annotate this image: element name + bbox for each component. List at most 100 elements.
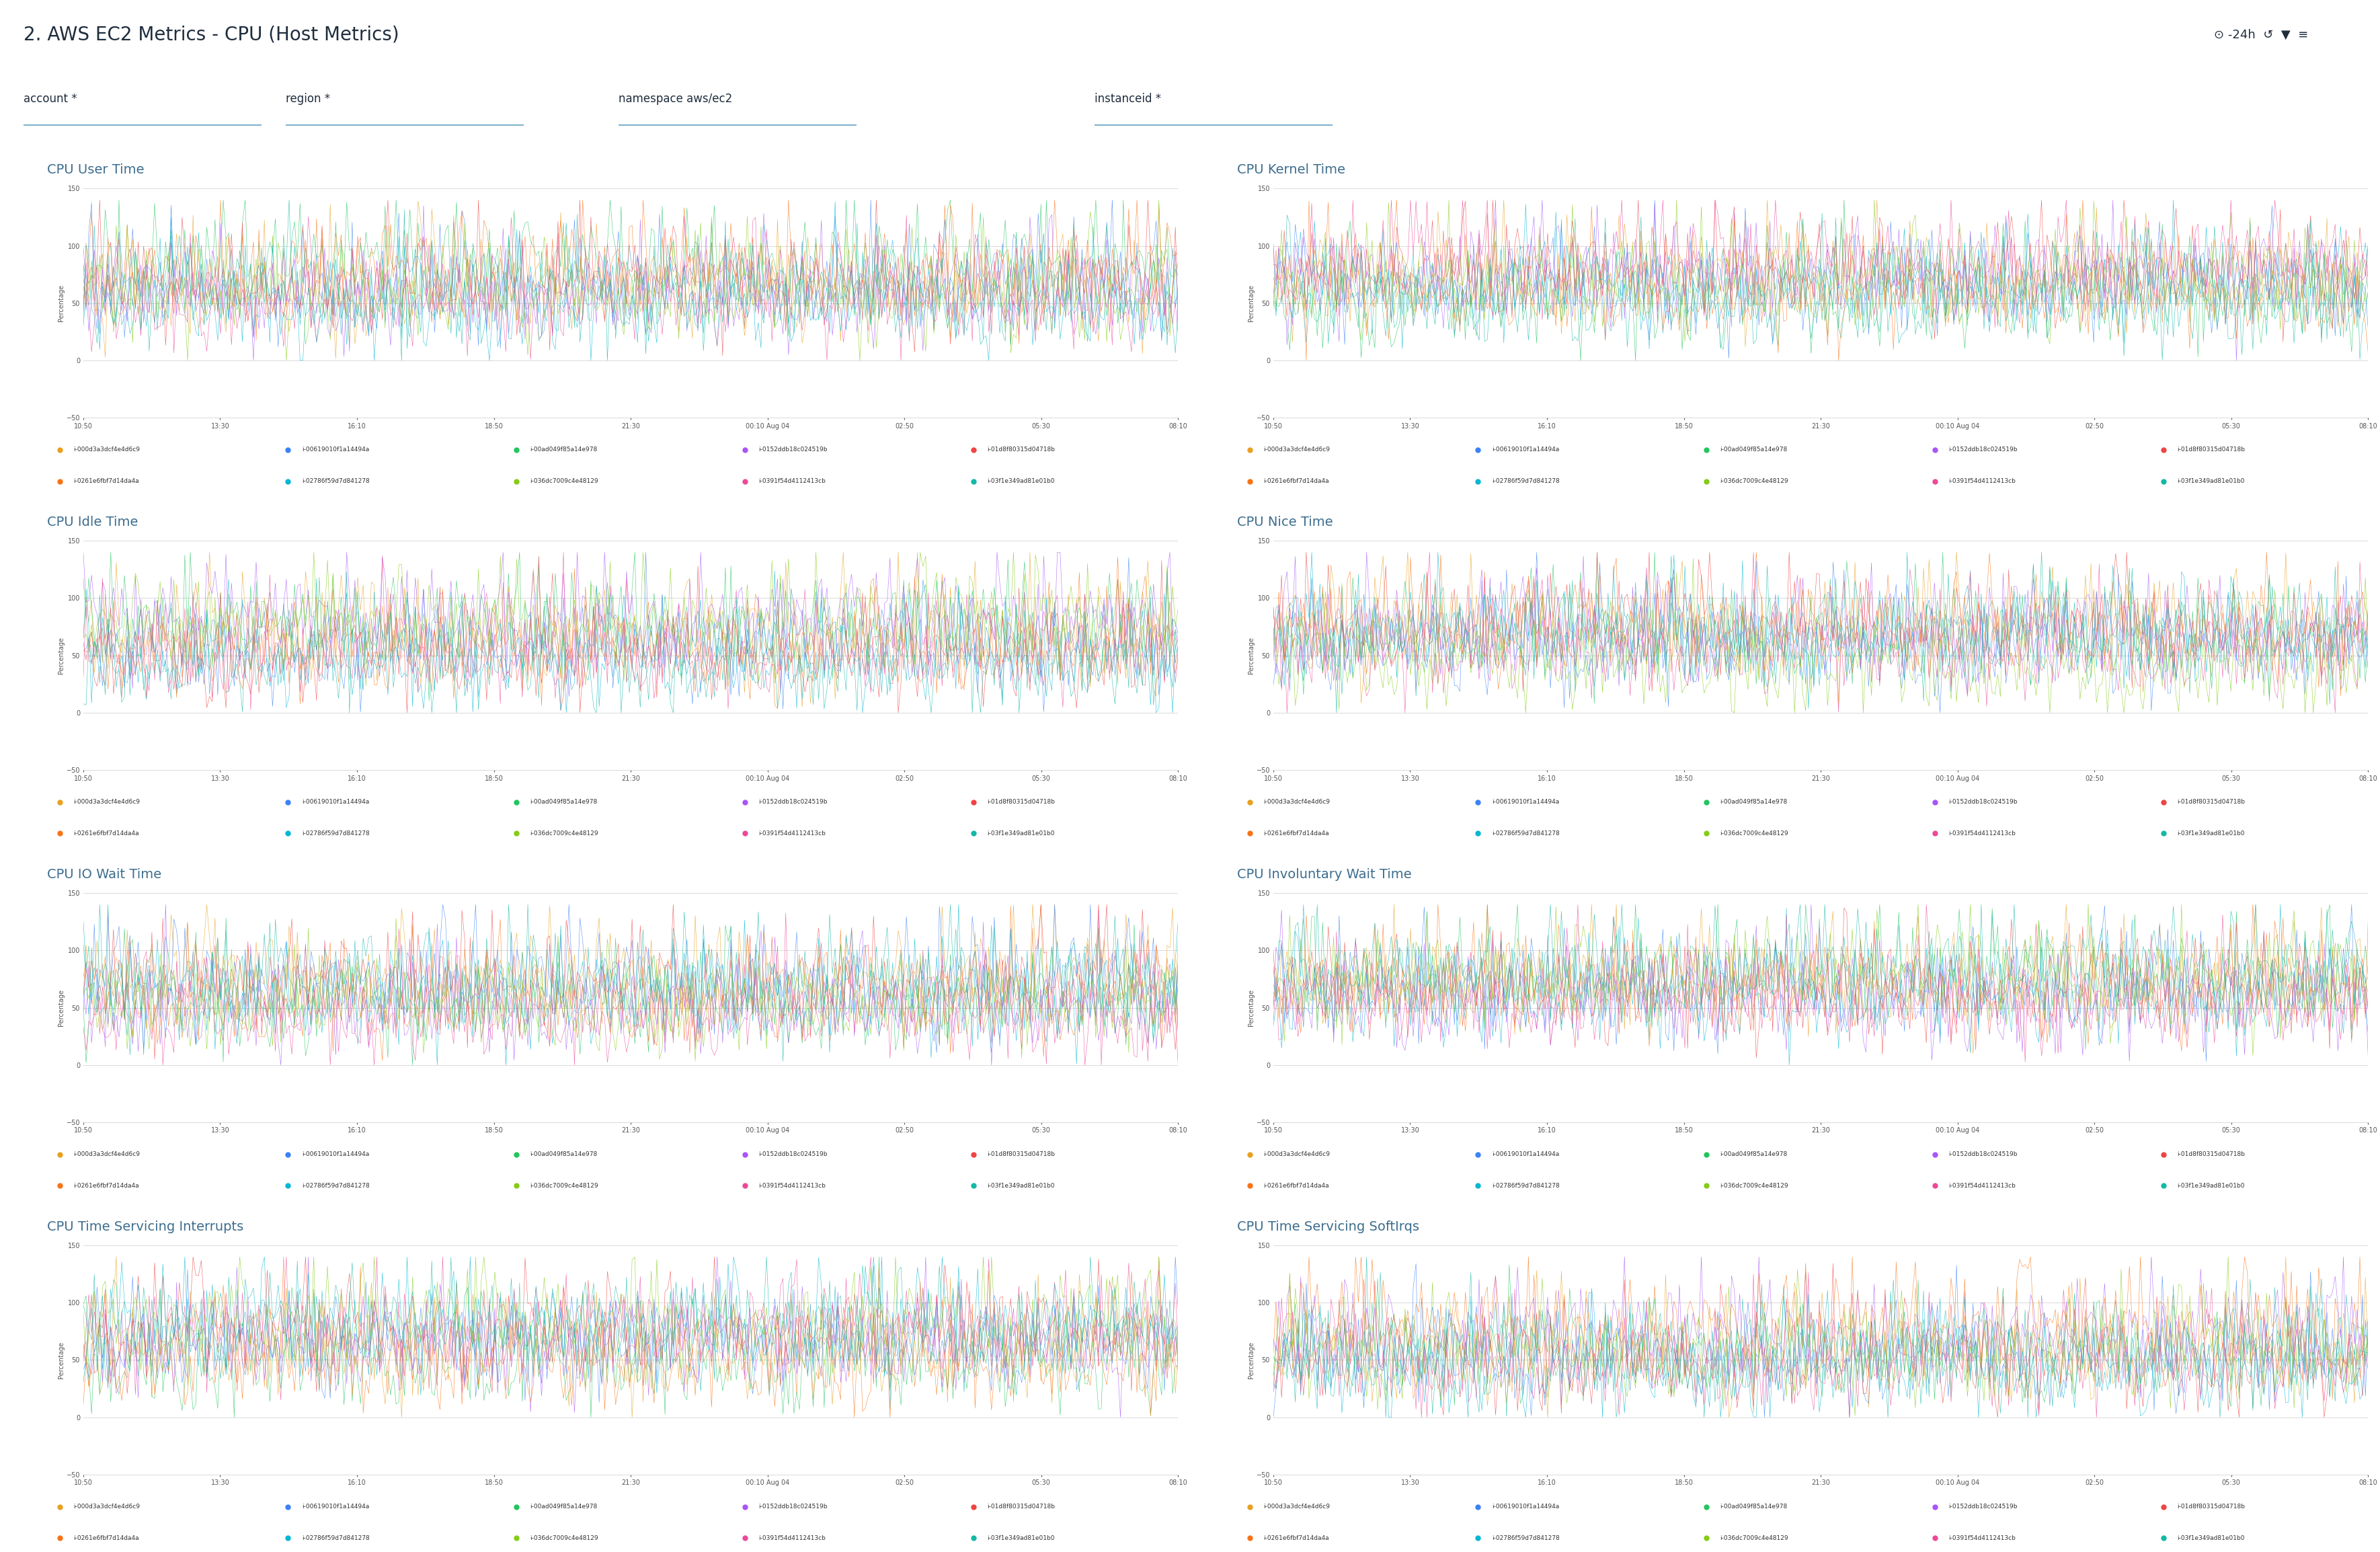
Text: i-0391f54d4112413cb: i-0391f54d4112413cb bbox=[1949, 830, 2016, 837]
Text: i-00619010f1a14494a: i-00619010f1a14494a bbox=[1492, 799, 1559, 805]
Text: region *: region * bbox=[286, 93, 331, 106]
Y-axis label: Percentage: Percentage bbox=[57, 636, 64, 674]
Text: i-03f1e349ad81e01b0: i-03f1e349ad81e01b0 bbox=[2178, 830, 2244, 837]
Text: i-03f1e349ad81e01b0: i-03f1e349ad81e01b0 bbox=[2178, 1535, 2244, 1541]
Text: CPU Time Servicing SoftIrqs: CPU Time Servicing SoftIrqs bbox=[1238, 1220, 1418, 1234]
Text: i-01d8f80315d04718b: i-01d8f80315d04718b bbox=[988, 447, 1054, 453]
Text: i-01d8f80315d04718b: i-01d8f80315d04718b bbox=[988, 1152, 1054, 1158]
Text: i-03f1e349ad81e01b0: i-03f1e349ad81e01b0 bbox=[2178, 1183, 2244, 1189]
Text: i-02786f59d7d841278: i-02786f59d7d841278 bbox=[1492, 1183, 1559, 1189]
Text: i-00ad049f85a14e978: i-00ad049f85a14e978 bbox=[531, 1152, 597, 1158]
Text: i-00619010f1a14494a: i-00619010f1a14494a bbox=[302, 447, 369, 453]
Text: i-000d3a3dcf4e4d6c9: i-000d3a3dcf4e4d6c9 bbox=[1264, 447, 1330, 453]
Text: i-02786f59d7d841278: i-02786f59d7d841278 bbox=[302, 1183, 369, 1189]
Text: i-0152ddb18c024519b: i-0152ddb18c024519b bbox=[1949, 1504, 2018, 1510]
Text: i-00619010f1a14494a: i-00619010f1a14494a bbox=[1492, 1152, 1559, 1158]
Text: i-036dc7009c4e48129: i-036dc7009c4e48129 bbox=[1721, 1183, 1787, 1189]
Text: CPU Nice Time: CPU Nice Time bbox=[1238, 515, 1333, 529]
Text: i-000d3a3dcf4e4d6c9: i-000d3a3dcf4e4d6c9 bbox=[74, 447, 140, 453]
Text: i-036dc7009c4e48129: i-036dc7009c4e48129 bbox=[531, 1183, 597, 1189]
Text: CPU Kernel Time: CPU Kernel Time bbox=[1238, 163, 1345, 177]
Text: i-01d8f80315d04718b: i-01d8f80315d04718b bbox=[988, 1504, 1054, 1510]
Y-axis label: Percentage: Percentage bbox=[1247, 636, 1254, 674]
Text: i-000d3a3dcf4e4d6c9: i-000d3a3dcf4e4d6c9 bbox=[74, 1152, 140, 1158]
Text: i-02786f59d7d841278: i-02786f59d7d841278 bbox=[1492, 478, 1559, 484]
Text: i-02786f59d7d841278: i-02786f59d7d841278 bbox=[302, 1535, 369, 1541]
Text: i-036dc7009c4e48129: i-036dc7009c4e48129 bbox=[1721, 1535, 1787, 1541]
Text: i-01d8f80315d04718b: i-01d8f80315d04718b bbox=[988, 799, 1054, 805]
Y-axis label: Percentage: Percentage bbox=[57, 1341, 64, 1378]
Text: i-01d8f80315d04718b: i-01d8f80315d04718b bbox=[2178, 1152, 2244, 1158]
Text: i-00ad049f85a14e978: i-00ad049f85a14e978 bbox=[1721, 1152, 1787, 1158]
Text: CPU IO Wait Time: CPU IO Wait Time bbox=[48, 868, 162, 882]
Text: i-0391f54d4112413cb: i-0391f54d4112413cb bbox=[1949, 478, 2016, 484]
Text: CPU Involuntary Wait Time: CPU Involuntary Wait Time bbox=[1238, 868, 1411, 882]
Text: i-0391f54d4112413cb: i-0391f54d4112413cb bbox=[759, 1535, 826, 1541]
Text: i-0391f54d4112413cb: i-0391f54d4112413cb bbox=[759, 1183, 826, 1189]
Y-axis label: Percentage: Percentage bbox=[57, 284, 64, 321]
Y-axis label: Percentage: Percentage bbox=[1247, 1341, 1254, 1378]
Text: i-036dc7009c4e48129: i-036dc7009c4e48129 bbox=[531, 1535, 597, 1541]
Text: i-0391f54d4112413cb: i-0391f54d4112413cb bbox=[759, 478, 826, 484]
Text: CPU User Time: CPU User Time bbox=[48, 163, 145, 177]
Text: instanceid *: instanceid * bbox=[1095, 93, 1161, 106]
Text: ⊙ -24h  ↺  ▼  ≡: ⊙ -24h ↺ ▼ ≡ bbox=[2213, 29, 2309, 40]
Text: i-01d8f80315d04718b: i-01d8f80315d04718b bbox=[2178, 799, 2244, 805]
Y-axis label: Percentage: Percentage bbox=[57, 989, 64, 1026]
Text: i-000d3a3dcf4e4d6c9: i-000d3a3dcf4e4d6c9 bbox=[1264, 799, 1330, 805]
Text: i-0152ddb18c024519b: i-0152ddb18c024519b bbox=[1949, 1152, 2018, 1158]
Text: i-02786f59d7d841278: i-02786f59d7d841278 bbox=[1492, 1535, 1559, 1541]
Text: i-00ad049f85a14e978: i-00ad049f85a14e978 bbox=[531, 1504, 597, 1510]
Text: i-01d8f80315d04718b: i-01d8f80315d04718b bbox=[2178, 447, 2244, 453]
Text: i-0152ddb18c024519b: i-0152ddb18c024519b bbox=[759, 1504, 828, 1510]
Text: i-000d3a3dcf4e4d6c9: i-000d3a3dcf4e4d6c9 bbox=[1264, 1504, 1330, 1510]
Text: i-02786f59d7d841278: i-02786f59d7d841278 bbox=[302, 478, 369, 484]
Text: i-0261e6fbf7d14da4a: i-0261e6fbf7d14da4a bbox=[1264, 1183, 1328, 1189]
Text: account *: account * bbox=[24, 93, 76, 106]
Text: i-00619010f1a14494a: i-00619010f1a14494a bbox=[302, 1504, 369, 1510]
Text: i-000d3a3dcf4e4d6c9: i-000d3a3dcf4e4d6c9 bbox=[74, 799, 140, 805]
Text: i-03f1e349ad81e01b0: i-03f1e349ad81e01b0 bbox=[988, 478, 1054, 484]
Text: i-0152ddb18c024519b: i-0152ddb18c024519b bbox=[1949, 799, 2018, 805]
Text: namespace aws/ec2: namespace aws/ec2 bbox=[619, 93, 733, 106]
Y-axis label: Percentage: Percentage bbox=[1247, 284, 1254, 321]
Text: i-0152ddb18c024519b: i-0152ddb18c024519b bbox=[759, 799, 828, 805]
Y-axis label: Percentage: Percentage bbox=[1247, 989, 1254, 1026]
Text: i-0261e6fbf7d14da4a: i-0261e6fbf7d14da4a bbox=[74, 478, 138, 484]
Text: i-00619010f1a14494a: i-00619010f1a14494a bbox=[302, 1152, 369, 1158]
Text: i-03f1e349ad81e01b0: i-03f1e349ad81e01b0 bbox=[2178, 478, 2244, 484]
Text: CPU Time Servicing Interrupts: CPU Time Servicing Interrupts bbox=[48, 1220, 243, 1234]
Text: 2. AWS EC2 Metrics - CPU (Host Metrics): 2. AWS EC2 Metrics - CPU (Host Metrics) bbox=[24, 25, 400, 45]
Text: i-03f1e349ad81e01b0: i-03f1e349ad81e01b0 bbox=[988, 1183, 1054, 1189]
Text: i-0152ddb18c024519b: i-0152ddb18c024519b bbox=[759, 1152, 828, 1158]
Text: i-0261e6fbf7d14da4a: i-0261e6fbf7d14da4a bbox=[1264, 1535, 1328, 1541]
Text: i-01d8f80315d04718b: i-01d8f80315d04718b bbox=[2178, 1504, 2244, 1510]
Text: CPU Idle Time: CPU Idle Time bbox=[48, 515, 138, 529]
Text: i-02786f59d7d841278: i-02786f59d7d841278 bbox=[1492, 830, 1559, 837]
Text: i-0391f54d4112413cb: i-0391f54d4112413cb bbox=[759, 830, 826, 837]
Text: i-0261e6fbf7d14da4a: i-0261e6fbf7d14da4a bbox=[74, 1535, 138, 1541]
Text: i-00ad049f85a14e978: i-00ad049f85a14e978 bbox=[1721, 447, 1787, 453]
Text: i-0261e6fbf7d14da4a: i-0261e6fbf7d14da4a bbox=[74, 1183, 138, 1189]
Text: i-0391f54d4112413cb: i-0391f54d4112413cb bbox=[1949, 1183, 2016, 1189]
Text: i-00ad049f85a14e978: i-00ad049f85a14e978 bbox=[531, 799, 597, 805]
Text: i-03f1e349ad81e01b0: i-03f1e349ad81e01b0 bbox=[988, 830, 1054, 837]
Text: i-00619010f1a14494a: i-00619010f1a14494a bbox=[1492, 1504, 1559, 1510]
Text: i-036dc7009c4e48129: i-036dc7009c4e48129 bbox=[531, 478, 597, 484]
Text: i-03f1e349ad81e01b0: i-03f1e349ad81e01b0 bbox=[988, 1535, 1054, 1541]
Text: i-0261e6fbf7d14da4a: i-0261e6fbf7d14da4a bbox=[74, 830, 138, 837]
Text: i-0261e6fbf7d14da4a: i-0261e6fbf7d14da4a bbox=[1264, 478, 1328, 484]
Text: i-0152ddb18c024519b: i-0152ddb18c024519b bbox=[1949, 447, 2018, 453]
Text: i-00619010f1a14494a: i-00619010f1a14494a bbox=[1492, 447, 1559, 453]
Text: i-02786f59d7d841278: i-02786f59d7d841278 bbox=[302, 830, 369, 837]
Text: i-036dc7009c4e48129: i-036dc7009c4e48129 bbox=[1721, 478, 1787, 484]
Text: i-000d3a3dcf4e4d6c9: i-000d3a3dcf4e4d6c9 bbox=[74, 1504, 140, 1510]
Text: i-0261e6fbf7d14da4a: i-0261e6fbf7d14da4a bbox=[1264, 830, 1328, 837]
Text: i-0152ddb18c024519b: i-0152ddb18c024519b bbox=[759, 447, 828, 453]
Text: i-00619010f1a14494a: i-00619010f1a14494a bbox=[302, 799, 369, 805]
Text: i-0391f54d4112413cb: i-0391f54d4112413cb bbox=[1949, 1535, 2016, 1541]
Text: i-00ad049f85a14e978: i-00ad049f85a14e978 bbox=[1721, 799, 1787, 805]
Text: i-00ad049f85a14e978: i-00ad049f85a14e978 bbox=[1721, 1504, 1787, 1510]
Text: i-036dc7009c4e48129: i-036dc7009c4e48129 bbox=[531, 830, 597, 837]
Text: i-036dc7009c4e48129: i-036dc7009c4e48129 bbox=[1721, 830, 1787, 837]
